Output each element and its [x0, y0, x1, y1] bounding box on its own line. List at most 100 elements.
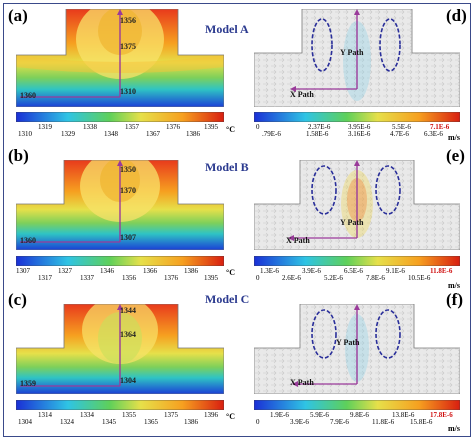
vel-tick-d-top-4: 7.1E-6: [430, 123, 450, 131]
temp-tick-a-bottom-3: 1367: [146, 130, 160, 138]
model-title-a: Model A: [205, 22, 249, 36]
temp-tick-a-bottom-1: 1329: [61, 130, 75, 138]
temperature-contour-b: [16, 160, 224, 250]
annotation-a-top: 1356: [120, 16, 136, 25]
temp-tick-a-bottom-0: 1310: [18, 130, 32, 138]
vel-unit-e: m/s: [448, 281, 460, 290]
annotation-a-mid: 1375: [120, 42, 136, 51]
temp-tick-c-bottom-2: 1345: [102, 418, 116, 426]
model-title-b: Model B: [205, 160, 249, 174]
velocity-colorbar-f: [254, 400, 460, 410]
x-path-label-f: X Path: [290, 378, 314, 387]
vel-tick-e-top-0: 1.3E-6: [260, 267, 279, 275]
annotation-b-bottom: 1307: [120, 233, 136, 242]
panel-label-a: (a): [8, 6, 28, 25]
vel-tick-e-bottom-3: 7.8E-6: [366, 274, 385, 282]
vel-tick-e-top-4: 11.8E-6: [430, 267, 453, 275]
vel-tick-f-top-2: 9.8E-6: [350, 411, 369, 419]
vel-unit-f: m/s: [448, 424, 460, 433]
temp-tick-b-bottom-0: 1317: [38, 274, 52, 282]
x-path-label-d: X Path: [290, 90, 314, 99]
temp-tick-c-bottom-3: 1365: [144, 418, 158, 426]
vel-tick-f-bottom-4: 15.8E-6: [410, 418, 433, 426]
temp-tick-b-bottom-4: 1395: [204, 274, 218, 282]
vel-tick-f-top-4: 17.8E-6: [430, 411, 453, 419]
temp-tick-c-bottom-0: 1304: [18, 418, 32, 426]
velocity-field-d: [254, 9, 460, 107]
temp-tick-a-top-1: 1338: [83, 123, 97, 131]
temp-tick-c-top-1: 1334: [80, 411, 94, 419]
temp-unit-b: °C: [226, 268, 235, 277]
temp-tick-a-bottom-2: 1348: [104, 130, 118, 138]
vel-tick-f-bottom-3: 11.8E-6: [372, 418, 395, 426]
panel-label-f: (f): [446, 290, 463, 309]
vel-tick-f-top-3: 13.8E-6: [392, 411, 415, 419]
annotation-b-left: 1360: [20, 236, 36, 245]
annotation-a-left: 1360: [20, 91, 36, 100]
temp-tick-c-bottom-4: 1386: [184, 418, 198, 426]
temperature-colorbar-b: [16, 256, 224, 266]
temp-tick-c-top-3: 1375: [164, 411, 178, 419]
panel-label-b: (b): [8, 146, 29, 165]
temp-tick-a-top-3: 1376: [166, 123, 180, 131]
x-path-label-e: X Path: [286, 236, 310, 245]
temp-unit-c: °C: [226, 412, 235, 421]
annotation-c-left: 1359: [20, 379, 36, 388]
vel-tick-e-bottom-1: 2.6E-6: [282, 274, 301, 282]
temp-tick-b-top-2: 1346: [100, 267, 114, 275]
vel-tick-d-bottom-1: 1.58E-6: [306, 130, 329, 138]
velocity-field-e: [254, 160, 460, 250]
temp-tick-c-top-4: 1396: [204, 411, 218, 419]
temperature-contour-a: [16, 9, 224, 107]
vel-tick-f-bottom-0: 0: [256, 418, 260, 426]
annotation-c-top: 1344: [120, 306, 136, 315]
vel-tick-d-bottom-2: 3.16E-6: [348, 130, 371, 138]
temp-tick-c-top-0: 1314: [38, 411, 52, 419]
vel-tick-d-bottom-0: .79E-6: [262, 130, 281, 138]
velocity-colorbar-d: [254, 112, 460, 122]
temperature-colorbar-c: [16, 400, 224, 410]
vel-tick-d-top-1: 2.37E-6: [308, 123, 331, 131]
temp-unit-a: °C: [226, 125, 235, 134]
temperature-contour-c: [16, 304, 224, 394]
annotation-a-bottom: 1310: [120, 87, 136, 96]
vel-tick-f-top-0: 1.9E-6: [270, 411, 289, 419]
vel-unit-d: m/s: [448, 133, 460, 142]
temp-tick-c-top-2: 1355: [122, 411, 136, 419]
vel-tick-d-bottom-4: 6.3E-6: [424, 130, 443, 138]
temp-tick-b-top-4: 1386: [184, 267, 198, 275]
y-path-label-e: Y Path: [340, 218, 364, 227]
vel-tick-d-bottom-3: 4.7E-6: [390, 130, 409, 138]
temp-tick-b-bottom-3: 1376: [164, 274, 178, 282]
temp-tick-a-top-2: 1357: [125, 123, 139, 131]
y-path-label-f: Y Path: [336, 338, 360, 347]
annotation-c-mid: 1364: [120, 330, 136, 339]
vel-tick-f-bottom-2: 7.9E-6: [330, 418, 349, 426]
vel-tick-e-top-1: 3.9E-6: [302, 267, 321, 275]
vel-tick-d-top-0: 0: [256, 123, 260, 131]
panel-label-d: (d): [446, 6, 467, 25]
temperature-colorbar-a: [16, 112, 224, 122]
temp-tick-b-bottom-2: 1356: [122, 274, 136, 282]
panel-label-c: (c): [8, 290, 27, 309]
y-path-label-d: Y Path: [340, 48, 364, 57]
temp-tick-a-bottom-4: 1386: [186, 130, 200, 138]
model-title-c: Model C: [205, 292, 250, 306]
vel-tick-f-bottom-1: 3.9E-6: [290, 418, 309, 426]
vel-tick-d-top-3: 5.5E-6: [392, 123, 411, 131]
vel-tick-f-top-1: 5.9E-6: [310, 411, 329, 419]
temp-tick-a-top-4: 1395: [204, 123, 218, 131]
temp-tick-a-top-0: 1319: [38, 123, 52, 131]
velocity-field-f: [254, 304, 460, 394]
temp-tick-c-bottom-1: 1324: [60, 418, 74, 426]
velocity-colorbar-e: [254, 256, 460, 266]
vel-tick-e-bottom-2: 5.2E-6: [324, 274, 343, 282]
annotation-c-bottom: 1304: [120, 376, 136, 385]
figure-frame: [3, 3, 471, 437]
annotation-b-mid: 1370: [120, 186, 136, 195]
vel-tick-e-top-3: 9.1E-6: [386, 267, 405, 275]
temp-tick-b-top-1: 1327: [58, 267, 72, 275]
vel-tick-e-bottom-0: 0: [256, 274, 260, 282]
vel-tick-e-top-2: 6.5E-6: [344, 267, 363, 275]
annotation-b-top: 1350: [120, 165, 136, 174]
